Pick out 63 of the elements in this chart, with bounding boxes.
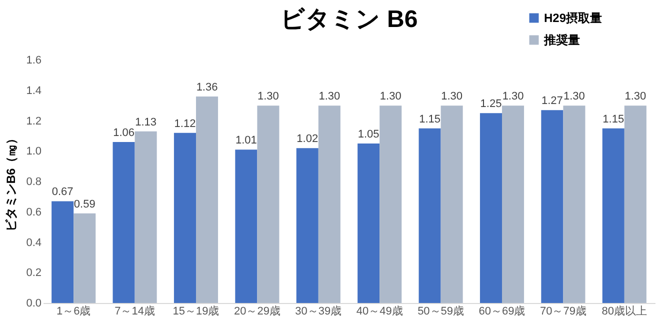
x-tick-label: 15～19歳 xyxy=(172,304,220,318)
data-label: 1.30 xyxy=(441,90,463,103)
bar xyxy=(112,142,135,303)
bar xyxy=(380,106,402,303)
bar xyxy=(602,128,624,303)
bar xyxy=(134,131,157,303)
data-label: 1.12 xyxy=(174,118,196,130)
bar xyxy=(541,110,564,303)
bar xyxy=(418,128,441,303)
y-tick-label: 0.2 xyxy=(26,267,42,280)
data-label: 1.01 xyxy=(235,134,257,147)
x-tick-label: 70～79歳 xyxy=(540,304,586,318)
x-tick-label: 30～39歳 xyxy=(295,304,342,318)
x-tick-label: 20～29歳 xyxy=(234,304,280,318)
x-tick-label: 60～69歳 xyxy=(478,304,526,318)
bar xyxy=(358,144,380,303)
bar xyxy=(74,213,96,303)
y-tick-label: 0.8 xyxy=(26,176,42,188)
legend-label: H29摂取量 xyxy=(544,11,602,25)
x-tick-label: 1～6歳 xyxy=(56,304,91,318)
data-label: 1.13 xyxy=(135,116,157,128)
data-label: 1.02 xyxy=(296,133,318,146)
bar xyxy=(296,148,318,303)
bar xyxy=(52,201,74,303)
y-tick-label: 1.0 xyxy=(26,146,42,158)
x-tick-label: 50～59歳 xyxy=(418,304,464,318)
data-label: 1.15 xyxy=(602,113,624,126)
y-axis-title: ビタミンB6（㎎） xyxy=(4,132,18,232)
y-tick-label: 1.2 xyxy=(26,115,42,128)
data-label: 1.30 xyxy=(624,90,646,103)
bar xyxy=(235,150,258,303)
y-tick-label: 0.0 xyxy=(26,298,42,310)
x-tick-label: 80歳以上 xyxy=(602,304,648,318)
data-label: 1.36 xyxy=(196,81,218,94)
bar xyxy=(440,106,463,303)
bar xyxy=(318,106,340,303)
bar xyxy=(624,106,646,303)
data-label: 1.05 xyxy=(358,128,380,141)
data-label: 1.30 xyxy=(258,90,279,103)
chart-title: ビタミン B6 xyxy=(280,6,418,33)
y-tick-label: 1.6 xyxy=(26,54,42,66)
bar xyxy=(563,106,586,303)
bar xyxy=(174,132,196,303)
y-tick-label: 0.4 xyxy=(26,236,42,249)
data-label: 1.25 xyxy=(480,98,502,110)
data-label: 1.15 xyxy=(419,113,440,126)
data-label: 1.30 xyxy=(502,90,524,103)
bar xyxy=(502,106,524,303)
bar xyxy=(480,113,502,303)
data-label: 0.59 xyxy=(74,198,96,210)
data-label: 0.67 xyxy=(52,186,74,198)
bar xyxy=(196,96,218,303)
data-label: 1.30 xyxy=(380,90,402,103)
bar xyxy=(257,106,280,303)
x-tick-label: 40～49歳 xyxy=(356,304,403,318)
legend-label: 推奨量 xyxy=(543,33,580,47)
data-label: 1.30 xyxy=(318,90,340,103)
data-label: 1.06 xyxy=(113,127,134,140)
y-tick-label: 0.6 xyxy=(26,206,42,218)
data-label: 1.30 xyxy=(564,90,585,103)
data-label: 1.27 xyxy=(541,95,563,108)
x-tick-label: 7～14歳 xyxy=(114,304,155,318)
y-tick-label: 1.4 xyxy=(26,84,42,97)
